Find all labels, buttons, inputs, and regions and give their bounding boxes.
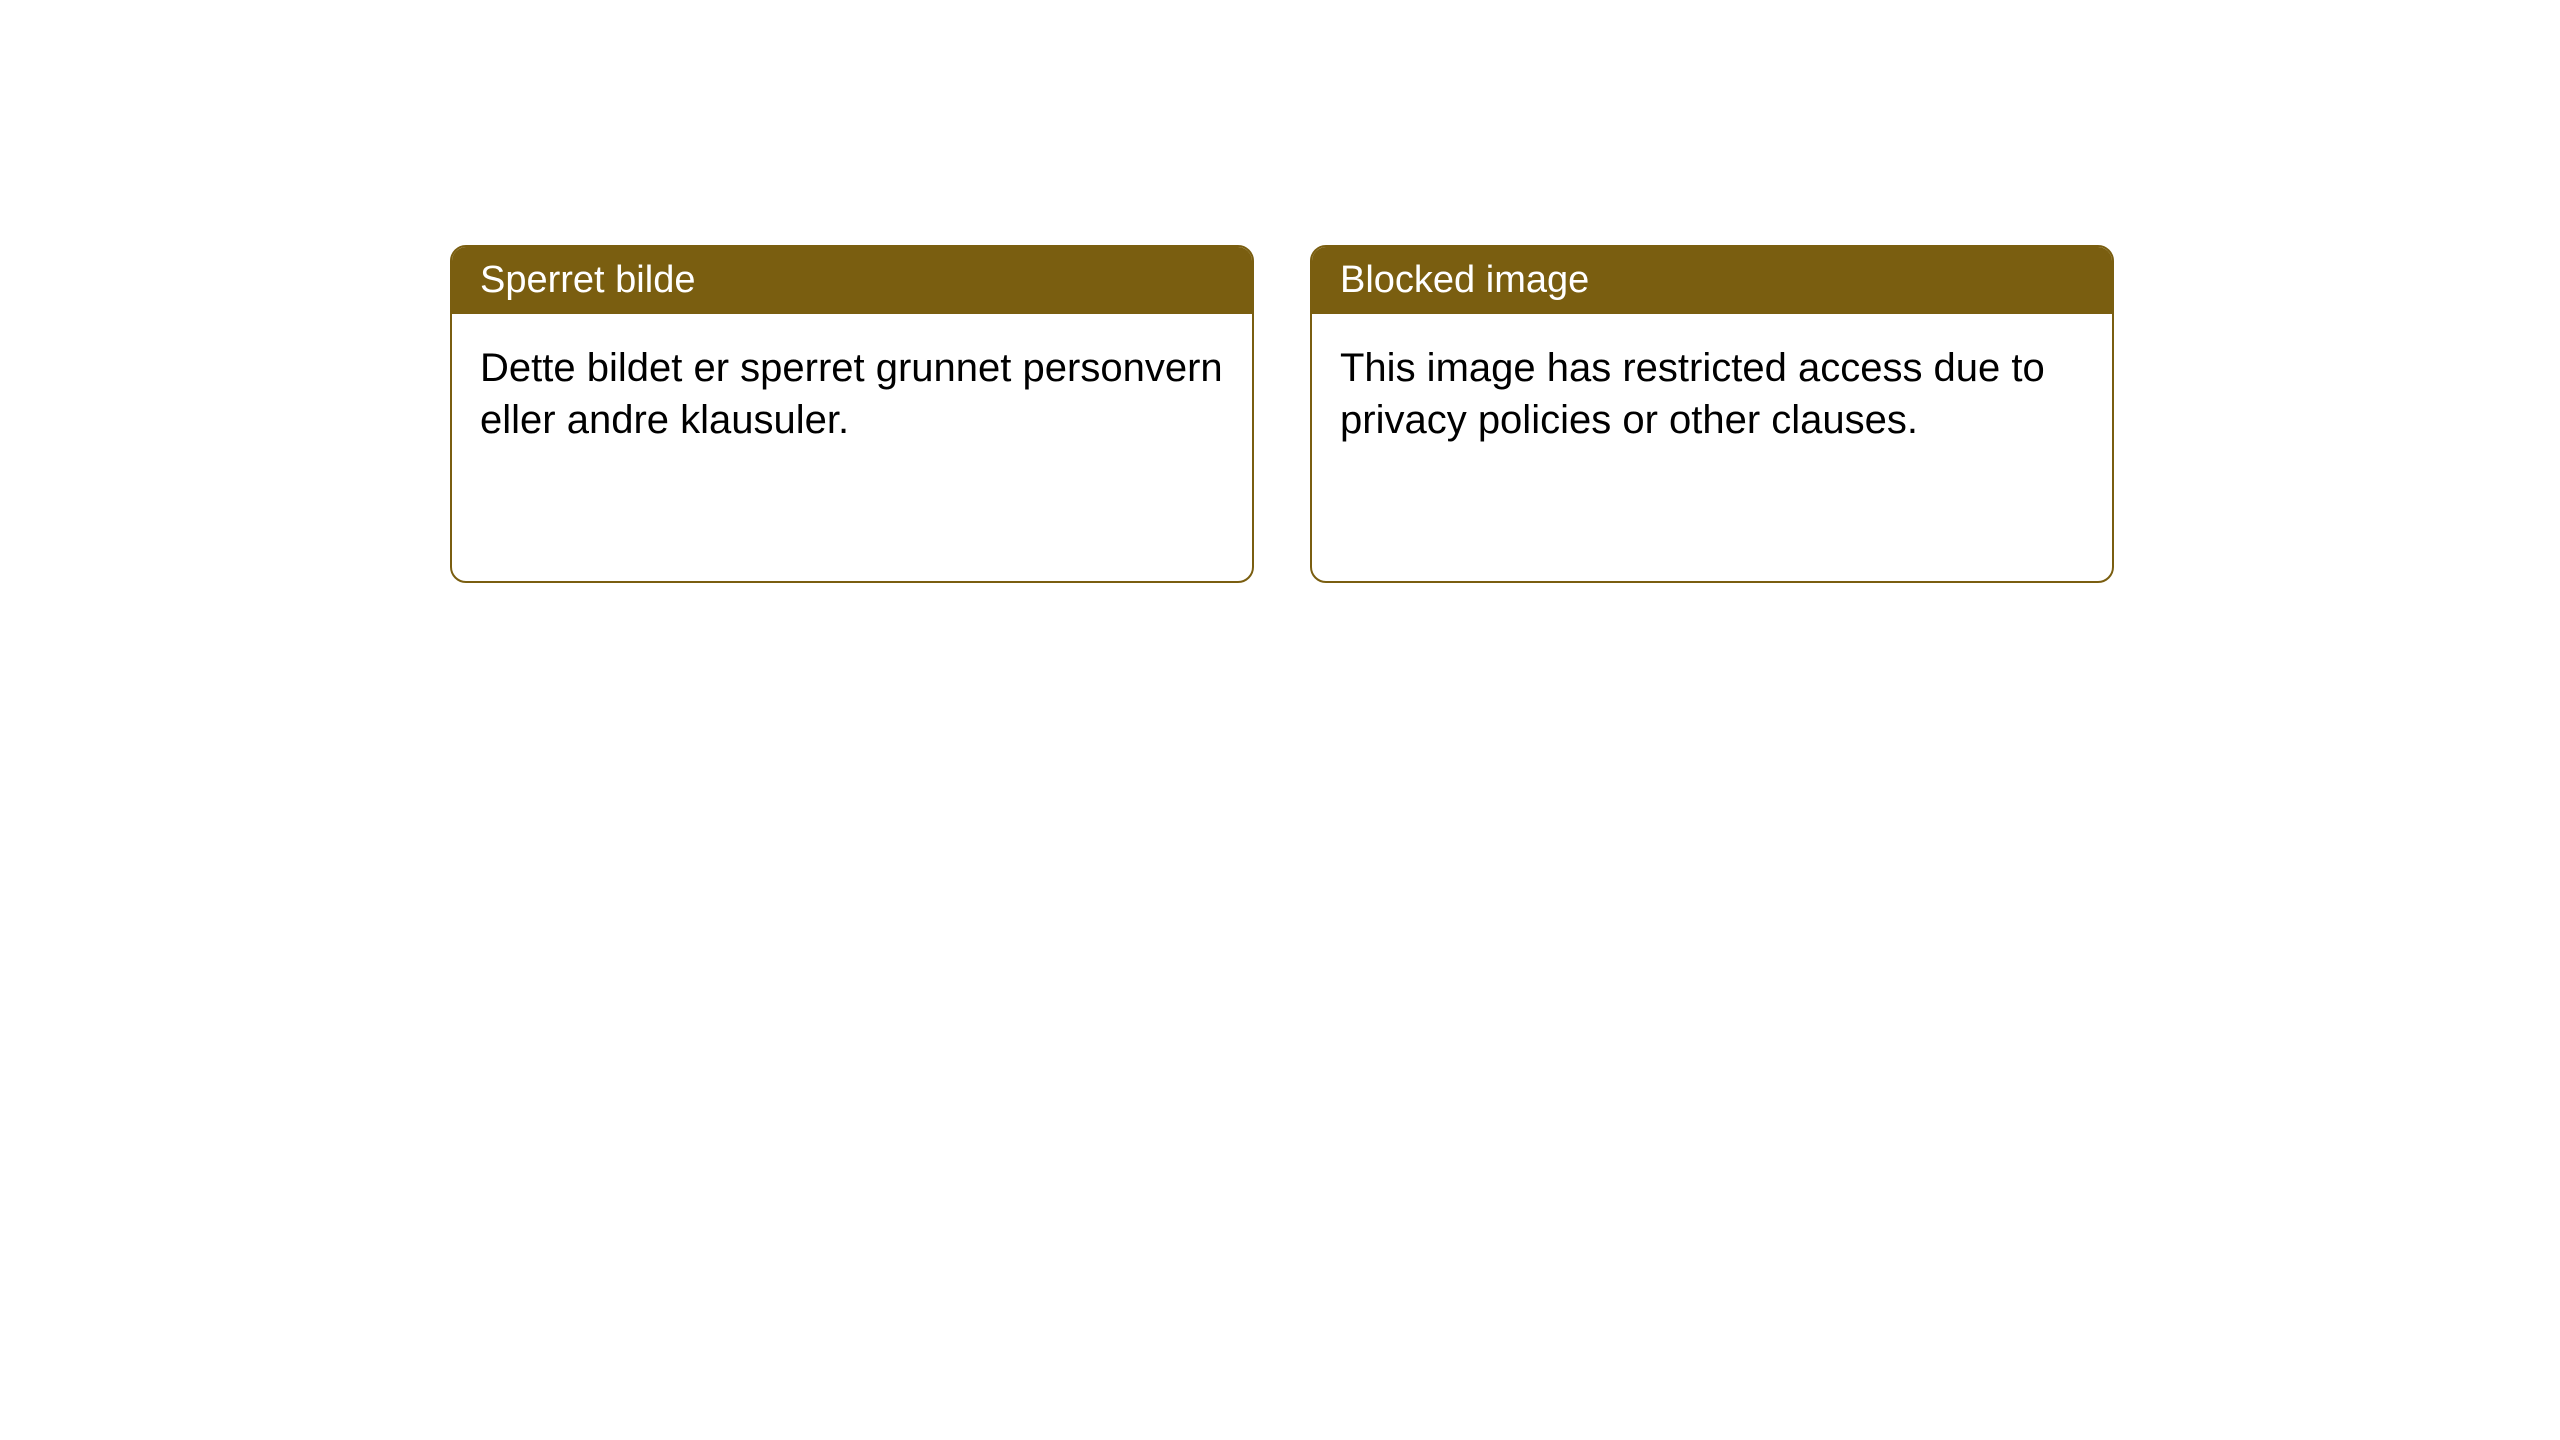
notice-body-text: This image has restricted access due to … — [1340, 346, 2045, 442]
notice-body: Dette bildet er sperret grunnet personve… — [452, 314, 1252, 474]
notice-title: Sperret bilde — [480, 259, 695, 301]
notice-title: Blocked image — [1340, 259, 1589, 301]
notice-container: Sperret bilde Dette bildet er sperret gr… — [0, 0, 2560, 583]
notice-body: This image has restricted access due to … — [1312, 314, 2112, 474]
notice-box-english: Blocked image This image has restricted … — [1310, 245, 2114, 583]
notice-header: Sperret bilde — [452, 247, 1252, 314]
notice-header: Blocked image — [1312, 247, 2112, 314]
notice-box-norwegian: Sperret bilde Dette bildet er sperret gr… — [450, 245, 1254, 583]
notice-body-text: Dette bildet er sperret grunnet personve… — [480, 346, 1223, 442]
